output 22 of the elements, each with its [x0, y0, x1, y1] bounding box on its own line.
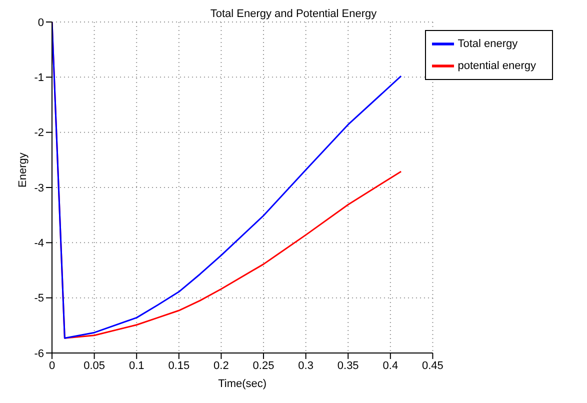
chart-title: Total Energy and Potential Energy: [210, 8, 377, 20]
x-tick-label: 0.4: [382, 360, 398, 372]
x-tick-label: 0.05: [84, 360, 106, 372]
y-axis-title: Energy: [16, 152, 29, 188]
y-tick-label: 0: [38, 16, 44, 29]
legend-label: Total energy: [458, 38, 518, 50]
x-axis-title: Time(sec): [218, 378, 267, 390]
y-tick-label: -3: [34, 182, 44, 194]
x-tick-label: 0.3: [298, 360, 314, 372]
x-tick-label: 0.2: [214, 360, 229, 372]
y-tick-label: -4: [34, 238, 44, 250]
y-tick-label: -2: [34, 127, 44, 140]
x-tick-label: 0.15: [168, 360, 190, 372]
y-tick-label: -5: [34, 292, 44, 305]
x-tick-label: 0.1: [128, 360, 144, 372]
x-tick-label: 0.25: [252, 360, 274, 372]
x-tick-label: 0.35: [337, 360, 359, 372]
y-tick-label: -6: [34, 348, 44, 360]
legend-label: potential energy: [458, 60, 536, 72]
x-tick-label: 0: [48, 360, 56, 372]
x-tick-label: 0.45: [422, 360, 444, 372]
y-tick-label: -1: [34, 72, 44, 84]
